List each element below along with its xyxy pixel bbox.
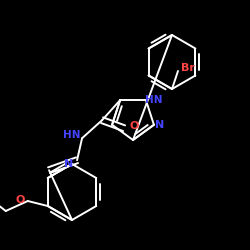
- Text: Br: Br: [181, 63, 195, 73]
- Text: N: N: [155, 120, 164, 130]
- Text: N: N: [64, 159, 74, 169]
- Text: O: O: [130, 121, 139, 131]
- Text: HN: HN: [145, 95, 163, 105]
- Text: O: O: [15, 195, 24, 205]
- Text: HN: HN: [63, 130, 81, 140]
